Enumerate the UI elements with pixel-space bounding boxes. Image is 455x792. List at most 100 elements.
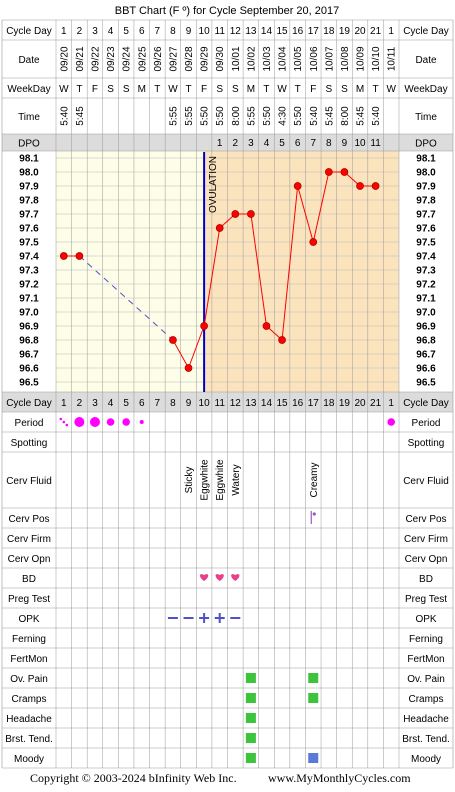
time-label: 5:55: [246, 106, 257, 126]
y-tick-label-left: 97.8: [19, 196, 39, 207]
row-label-right-cycle_day: Cycle Day: [403, 398, 449, 409]
y-tick-label-right: 97.6: [416, 224, 436, 235]
date-label: 10/04: [278, 46, 289, 71]
cramps-marker: [245, 693, 256, 703]
temperature-point-day-15: [278, 336, 286, 344]
date-label: 09/27: [168, 46, 179, 71]
time-label: 5:40: [59, 106, 70, 126]
cerv-fluid-label: Watery: [231, 464, 242, 495]
moody-marker: [245, 753, 256, 763]
y-tick-label-right: 97.8: [416, 196, 436, 207]
footer-site[interactable]: www.MyMonthlyCycles.com: [268, 771, 411, 785]
cycle-day-label: 19: [339, 26, 351, 37]
cycle-day-label-lower: 12: [230, 398, 242, 409]
row-label-left-cramps: Cramps: [11, 694, 46, 705]
y-tick-label-left: 97.1: [19, 294, 39, 305]
cycle-day-label: 3: [92, 26, 98, 37]
temperature-segment: [79, 255, 174, 341]
row-label-right-spotting: Spotting: [408, 438, 445, 449]
time-label: 5:45: [75, 106, 86, 126]
time-label: 5:50: [293, 106, 304, 126]
cycle-day-label-lower: 1: [61, 398, 67, 409]
date-label: 09/21: [75, 46, 86, 71]
cycle-day-label: 10: [199, 26, 211, 37]
cycle-day-label-lower: 6: [139, 398, 145, 409]
row-label-right-date: Date: [415, 55, 437, 66]
dpo-label: 10: [354, 138, 366, 149]
dpo-label: 8: [326, 138, 332, 149]
dpo-label: 7: [310, 138, 316, 149]
cycle-day-label: 9: [186, 26, 192, 37]
row-label-right-opk: OPK: [415, 614, 436, 625]
row-label-right-bd: BD: [419, 574, 433, 585]
temperature-point-day-10: [200, 322, 208, 330]
date-label: 09/28: [184, 46, 195, 71]
cycle-day-label: 1: [61, 26, 67, 37]
cycle-day-label-lower: 7: [155, 398, 161, 409]
date-label: 10/03: [262, 46, 273, 71]
temperature-point-day-8: [169, 336, 177, 344]
row-label-right-cerv_pos: Cerv Pos: [405, 514, 446, 525]
period-marker-day-3: [89, 417, 100, 427]
time-label: 5:50: [215, 106, 226, 126]
cycle-day-label-lower: 5: [123, 398, 129, 409]
y-tick-label-right: 96.8: [416, 336, 436, 347]
cerv-fluid-label: Sticky: [184, 467, 195, 494]
weekday-label: W: [277, 84, 287, 95]
cycle-day-label-lower: 1: [388, 398, 394, 409]
temperature-segment: [203, 227, 221, 327]
temperature-point-day-14: [262, 322, 271, 330]
row-label-left-brst_tend: Brst. Tend.: [5, 734, 53, 745]
weekday-label: W: [386, 84, 396, 95]
y-tick-label-right: 96.5: [416, 378, 436, 389]
cycle-day-label: 4: [108, 26, 114, 37]
cycle-day-label-lower: 14: [261, 398, 273, 409]
cycle-day-label: 12: [230, 26, 242, 37]
temperature-point-day-16: [293, 182, 302, 190]
row-label-left-ov_pain: Ov. Pain: [10, 674, 48, 685]
y-tick-label-right: 97.9: [416, 182, 436, 193]
weekday-label: S: [123, 84, 130, 95]
row-label-left-opk: OPK: [18, 614, 39, 625]
row-label-right-period: Period: [412, 418, 441, 429]
temperature-segment: [172, 339, 189, 369]
time-label: 5:50: [200, 106, 211, 126]
row-label-right-time: Time: [415, 112, 437, 123]
period-marker-day-2: [74, 417, 85, 427]
date-label: 10/09: [356, 46, 367, 71]
cycle-day-label-lower: 19: [339, 398, 351, 409]
y-tick-label-right: 97.3: [416, 266, 436, 277]
row-label-left-dpo: DPO: [18, 139, 40, 150]
footer-copyright: Copyright © 2003-2024 bInfinity Web Inc.: [30, 771, 237, 785]
cycle-day-label: 16: [292, 26, 304, 37]
row-label-left-date: Date: [18, 55, 40, 66]
bd-heart-icon: [199, 574, 209, 581]
period-marker-day-22: [387, 418, 396, 426]
row-label-left-weekday: WeekDay: [7, 84, 50, 95]
cycle-day-label: 15: [277, 26, 289, 37]
row-label-right-fertmon: FertMon: [407, 654, 444, 665]
weekday-label: S: [232, 84, 239, 95]
weekday-label: W: [168, 84, 178, 95]
moody-marker: [308, 753, 319, 763]
date-label: 10/10: [371, 46, 382, 71]
ov-pain-marker: [245, 673, 256, 683]
time-label: 8:00: [231, 106, 242, 126]
cycle-day-label-lower: 18: [323, 398, 335, 409]
cerv-fluid-label: Eggwhite: [215, 459, 226, 501]
period-spotting-dot: [62, 420, 66, 424]
time-label: 5:50: [262, 106, 273, 126]
date-label: 10/08: [340, 46, 351, 71]
cycle-day-label: 6: [139, 26, 145, 37]
time-label: 5:40: [371, 106, 382, 126]
time-label: 5:45: [324, 106, 335, 126]
cycle-day-label-lower: 15: [277, 398, 289, 409]
weekday-label: T: [185, 84, 191, 95]
date-label: 09/24: [122, 46, 133, 71]
dpo-label: 9: [342, 138, 348, 149]
cycle-day-label-lower: 9: [186, 398, 192, 409]
cycle-day-label-lower: 4: [108, 398, 114, 409]
cycle-day-label-lower: 3: [92, 398, 98, 409]
weekday-label: M: [356, 84, 364, 95]
time-label: 8:00: [340, 106, 351, 126]
